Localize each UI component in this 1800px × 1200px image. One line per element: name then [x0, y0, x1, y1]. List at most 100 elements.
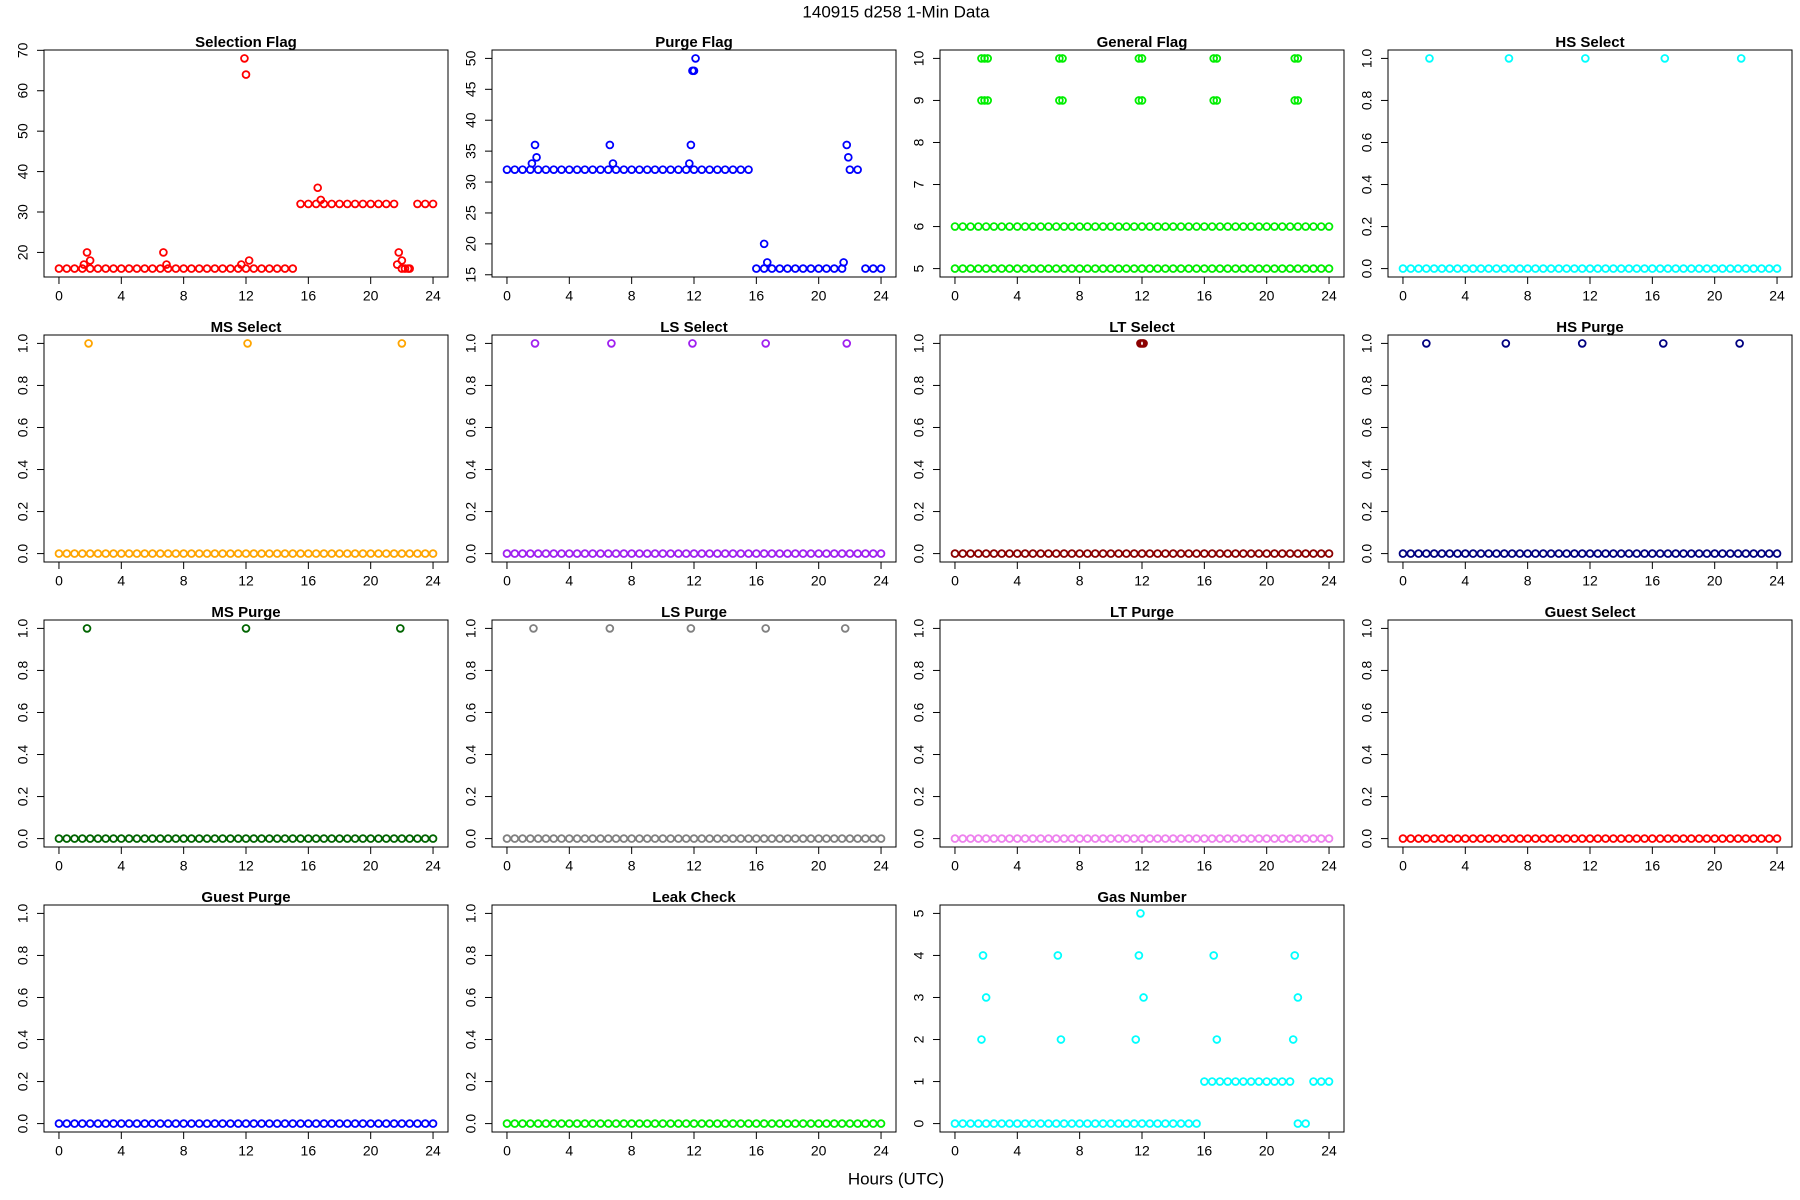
y-tick-label: 5: [911, 264, 927, 272]
data-point: [389, 1119, 399, 1128]
data-point: [1013, 834, 1022, 843]
x-tick-label: 16: [1197, 573, 1213, 589]
data-point: [635, 165, 644, 174]
data-point: [635, 1119, 644, 1128]
x-tick-label: 24: [1321, 858, 1337, 874]
y-tick-label: 60: [15, 83, 31, 99]
data-point: [1083, 222, 1092, 231]
data-point: [1231, 834, 1240, 843]
y-tick-label: 35: [463, 143, 479, 159]
y-tick-label: 8: [911, 138, 927, 146]
data-point: [728, 834, 738, 843]
data-point: [396, 624, 405, 633]
data-point: [70, 1119, 79, 1128]
data-point: [1585, 549, 1595, 558]
data-point: [1593, 834, 1603, 843]
data-point: [674, 834, 683, 843]
data-point: [202, 834, 212, 843]
data-point: [1484, 264, 1493, 273]
data-point: [1212, 54, 1222, 63]
data-point: [533, 1119, 543, 1128]
data-point: [557, 549, 566, 558]
data-point: [1114, 222, 1123, 231]
data-point: [736, 549, 746, 558]
data-point: [767, 264, 777, 273]
data-point: [767, 1119, 777, 1128]
x-tick-label: 4: [565, 573, 573, 589]
data-point: [1134, 54, 1144, 63]
data-point: [681, 834, 691, 843]
data-point: [1324, 834, 1334, 843]
x-tick-label: 12: [1134, 1143, 1150, 1159]
x-tick-label: 0: [951, 288, 959, 304]
data-point: [549, 165, 559, 174]
data-point: [1301, 834, 1310, 843]
data-point: [642, 165, 652, 174]
data-point: [93, 834, 103, 843]
data-point: [752, 549, 761, 558]
data-point: [1209, 951, 1218, 960]
x-tick-label: 16: [1645, 858, 1661, 874]
data-point: [974, 834, 983, 843]
data-point: [759, 239, 769, 249]
data-point: [736, 1119, 746, 1128]
data-point: [1616, 549, 1626, 558]
data-point: [311, 1119, 321, 1128]
data-point: [1020, 1119, 1030, 1128]
data-point: [1168, 549, 1178, 558]
data-point: [798, 834, 808, 843]
y-tick-label: 0.0: [15, 829, 31, 849]
data-point: [1285, 264, 1295, 273]
data-point: [428, 1119, 438, 1128]
data-point: [686, 140, 696, 150]
x-axis-label: Hours (UTC): [848, 1169, 944, 1188]
data-point: [541, 834, 551, 843]
data-point: [1098, 222, 1108, 231]
data-point: [249, 834, 259, 843]
data-point: [549, 834, 559, 843]
data-point: [1044, 1119, 1053, 1128]
data-point: [1231, 1077, 1240, 1086]
data-point: [1309, 264, 1318, 273]
data-point: [1648, 549, 1657, 558]
data-point: [1718, 264, 1727, 273]
data-point: [350, 199, 360, 209]
data-point: [1324, 222, 1334, 231]
data-point: [530, 140, 540, 150]
y-tick-label: 50: [15, 123, 31, 139]
x-tick-label: 12: [1582, 858, 1598, 874]
data-point: [1013, 549, 1022, 558]
data-point: [420, 834, 430, 843]
data-point: [1290, 54, 1300, 63]
data-point: [1632, 549, 1642, 558]
data-point: [249, 264, 259, 273]
data-point: [1106, 264, 1116, 273]
data-point: [1414, 834, 1423, 843]
x-tick-label: 20: [363, 1143, 379, 1159]
data-point: [1254, 834, 1264, 843]
data-point: [1114, 834, 1123, 843]
data-point: [518, 165, 527, 174]
y-tick-label: 0.6: [911, 703, 927, 723]
data-point: [502, 834, 512, 843]
data-point: [85, 834, 95, 843]
data-point: [233, 834, 243, 843]
data-point: [572, 834, 582, 843]
data-point: [1632, 834, 1642, 843]
page-title: 140915 d258 1-Min Data: [802, 2, 990, 21]
y-tick-label: 40: [15, 164, 31, 180]
panel-title: MS Purge: [211, 604, 280, 621]
y-tick-label: 0.2: [911, 502, 927, 522]
data-point: [1134, 96, 1144, 105]
data-point: [1398, 834, 1408, 843]
data-point: [1316, 264, 1326, 273]
data-point: [1601, 264, 1610, 273]
data-point: [358, 549, 368, 558]
data-point: [844, 153, 853, 162]
x-tick-label: 24: [425, 858, 441, 874]
data-point: [767, 834, 777, 843]
data-point: [605, 624, 615, 633]
data-point: [1422, 339, 1431, 348]
data-point: [1749, 549, 1758, 558]
